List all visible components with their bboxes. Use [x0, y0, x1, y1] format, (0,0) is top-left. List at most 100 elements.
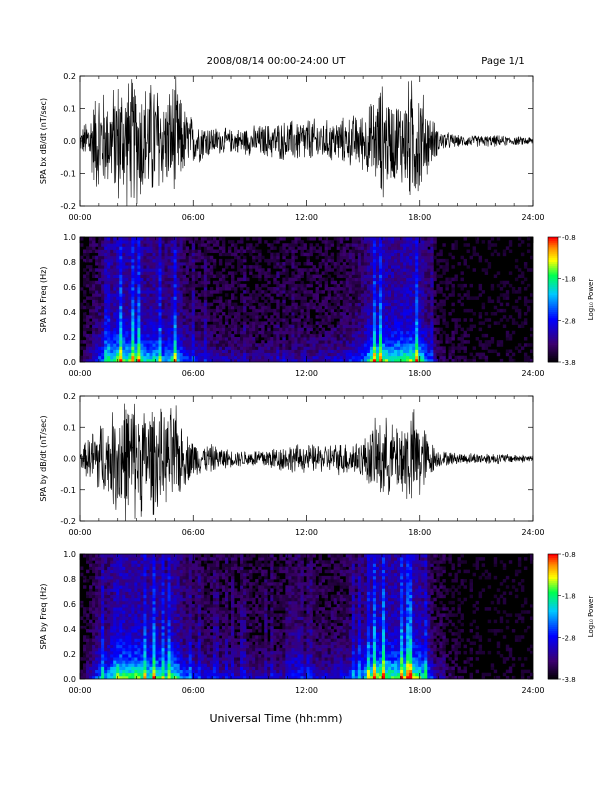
spectrogram-cell: [363, 358, 368, 362]
spectrogram-cell: [285, 358, 289, 362]
spectrogram-cell: [375, 274, 380, 279]
spectrogram-cell: [403, 346, 407, 350]
spectrogram-cell: [191, 290, 196, 294]
spectrogram-cell: [107, 305, 111, 310]
spectrogram-cell: [209, 293, 214, 297]
spectrogram-cell: [92, 349, 96, 354]
spectrogram-cell: [330, 268, 335, 272]
spectrogram-cell: [119, 321, 123, 325]
spectrogram-cell: [206, 327, 211, 332]
spectrogram-cell: [258, 315, 262, 319]
spectrogram-cell: [212, 324, 217, 329]
spectrogram-cell: [246, 290, 250, 294]
spectrogram-cell: [378, 318, 383, 322]
spectrogram-cell: [357, 243, 362, 247]
spectrogram-cell: [170, 352, 175, 357]
spectrogram-cell: [95, 585, 99, 589]
spectrogram-cell: [394, 252, 398, 257]
spectrogram-cell: [303, 252, 307, 257]
spectrogram-cell: [167, 337, 171, 341]
spectrogram-cell: [197, 315, 202, 319]
y-tick-label: 0.0: [63, 137, 76, 146]
spectrogram-cell: [98, 554, 102, 558]
spectrogram-cell: [297, 327, 301, 332]
spectrogram-cell: [95, 283, 99, 288]
spectrogram-cell: [161, 358, 165, 362]
spectrogram-cell: [243, 315, 247, 319]
spectrogram-cell: [282, 283, 286, 288]
spectrogram-cell: [300, 327, 304, 332]
spectrogram-cell: [388, 274, 392, 279]
spectrogram-cell: [104, 660, 108, 664]
spectrogram-cell: [95, 600, 99, 605]
spectrogram-cell: [125, 340, 129, 344]
spectrogram-cell: [170, 315, 175, 319]
spectrogram-cell: [327, 315, 332, 319]
spectrogram-cell: [170, 258, 175, 263]
spectrogram-cell: [152, 299, 156, 304]
spectrogram-cell: [409, 333, 413, 338]
spectrogram-cell: [382, 321, 386, 325]
spectrogram-cell: [297, 237, 301, 241]
spectrogram-cell: [116, 327, 120, 332]
spectrogram-cell: [409, 258, 413, 263]
spectrogram-cell: [234, 321, 238, 325]
spectrogram-cell: [215, 352, 220, 357]
spectrogram-cell: [86, 255, 90, 260]
spectrogram-cell: [224, 327, 229, 332]
spectrogram-cell: [382, 243, 386, 247]
spectrogram-cell: [224, 252, 229, 257]
spectrogram-cell: [140, 340, 144, 344]
spectrogram-cell: [300, 299, 304, 304]
spectrogram-cell: [505, 302, 510, 307]
spectrogram-cell: [309, 327, 313, 332]
spectrogram-cell: [83, 657, 87, 661]
spectrogram-cell: [86, 675, 90, 679]
spectrogram-cell: [421, 312, 425, 316]
spectrogram-cell: [101, 635, 105, 639]
spectrogram-cell: [303, 324, 307, 329]
spectrogram-cell: [363, 346, 368, 350]
spectrogram-cell: [493, 321, 498, 325]
spectrogram-cell: [92, 672, 96, 677]
spectrogram-cell: [261, 290, 265, 294]
spectrogram-cell: [360, 305, 365, 310]
spectrogram-cell: [484, 271, 489, 275]
spectrogram-cell: [143, 252, 147, 257]
spectrogram-cell: [339, 324, 344, 329]
spectrogram-cell: [394, 312, 398, 316]
spectrogram-cell: [107, 352, 111, 357]
spectrogram-cell: [409, 312, 413, 316]
spectrogram-cell: [297, 308, 301, 313]
spectrogram-cell: [107, 355, 111, 360]
spectrogram-cell: [279, 327, 283, 332]
spectrogram-cell: [89, 554, 93, 558]
spectrogram-cell: [394, 249, 398, 254]
spectrogram-cell: [86, 591, 90, 596]
spectrogram-cell: [520, 280, 525, 285]
spectrogram-cell: [240, 240, 244, 244]
spectrogram-cell: [451, 330, 455, 335]
spectrogram-cell: [140, 352, 144, 357]
spectrogram-cell: [345, 315, 350, 319]
spectrogram-cell: [194, 340, 199, 344]
spectrogram-cell: [146, 343, 150, 347]
spectrogram-cell: [360, 349, 365, 354]
spectrogram-cell: [391, 333, 395, 338]
spectrogram-cell: [382, 246, 386, 250]
spectrogram-cell: [152, 243, 156, 247]
spectrogram-cell: [412, 271, 416, 275]
spectrogram-cell: [134, 287, 138, 291]
spectrogram-cell: [403, 252, 407, 257]
spectrogram-cell: [191, 324, 196, 329]
spectrogram-cell: [409, 315, 413, 319]
spectrogram-cell: [237, 330, 241, 335]
spectrogram-cell: [170, 265, 175, 269]
spectrogram-cell: [107, 358, 111, 362]
spectrogram-cell: [140, 265, 144, 269]
spectrogram-cell: [505, 337, 510, 341]
spectrogram-cell: [282, 340, 286, 344]
spectrogram-cell: [173, 268, 178, 272]
spectrogram-cell: [288, 308, 292, 313]
spectrogram-cell: [490, 237, 495, 241]
